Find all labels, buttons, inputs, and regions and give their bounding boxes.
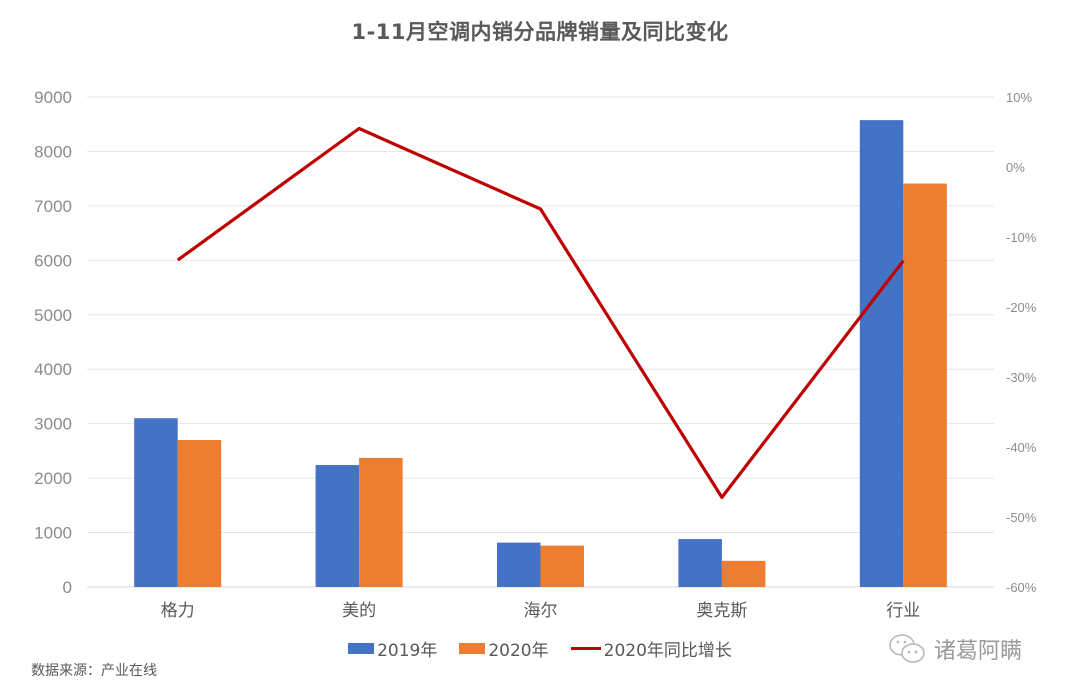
right-axis-tick: -40%: [1006, 440, 1037, 455]
chart-title: 1-11月空调内销分品牌销量及同比变化: [351, 20, 729, 44]
right-axis-tick: -30%: [1006, 370, 1037, 385]
x-axis: 格力 美的 海尔 奥克斯 行业: [161, 601, 921, 621]
left-axis-tick: 5000: [34, 306, 72, 325]
left-axis-tick: 2000: [34, 469, 72, 488]
bar-2020年[interactable]: [721, 560, 766, 587]
right-y-axis: 10% 0% -10% -20% -30% -40% -50% -60%: [1006, 90, 1037, 595]
bar-2020年[interactable]: [177, 440, 222, 587]
watermark: 诸葛阿瞒: [888, 632, 1022, 666]
bar-2019年[interactable]: [497, 542, 541, 587]
left-axis-tick: 4000: [34, 360, 72, 379]
legend-label: 2020年同比增长: [603, 641, 732, 661]
bar-2019年[interactable]: [134, 418, 178, 587]
legend-swatch-2019: [348, 643, 375, 654]
legend: 2019年 2020年 2020年同比增长: [0, 636, 1080, 661]
right-axis-tick: 10%: [1006, 90, 1032, 105]
category-label: 奥克斯: [696, 601, 747, 621]
right-axis-tick: -20%: [1006, 300, 1037, 315]
growth-line-series: [176, 126, 905, 499]
bar-2019年[interactable]: [859, 120, 904, 587]
right-axis-tick: -10%: [1006, 230, 1037, 245]
watermark-text: 诸葛阿瞒: [934, 639, 1023, 664]
gridlines: [87, 96, 994, 588]
wechat-icon: [889, 634, 925, 663]
right-axis-tick: -60%: [1006, 580, 1037, 595]
left-axis-tick: 0: [63, 578, 72, 597]
left-axis-tick: 1000: [34, 524, 72, 543]
bar-2019年[interactable]: [315, 465, 360, 587]
left-axis-tick: 8000: [34, 142, 72, 161]
left-y-axis: 0 1000 2000 3000 4000 5000 6000 7000 8000 9000: [34, 88, 72, 597]
right-axis-tick: -50%: [1006, 510, 1037, 525]
legend-label: 2019年: [377, 641, 438, 661]
legend-item-2019[interactable]: 2019年: [348, 636, 437, 661]
data-source-note: 数据来源：产业在线: [31, 663, 157, 679]
category-label: 格力: [161, 601, 195, 621]
category-label: 行业: [886, 601, 920, 621]
legend-swatch-2020: [459, 643, 486, 654]
category-label: 海尔: [524, 601, 558, 621]
bar-series: [134, 120, 947, 588]
left-axis-tick: 9000: [34, 88, 72, 107]
bar-2019年[interactable]: [678, 539, 722, 587]
category-label: 美的: [342, 601, 376, 621]
legend-label: 2020年: [488, 641, 549, 661]
left-axis-tick: 7000: [34, 197, 72, 216]
growth-line[interactable]: [176, 126, 905, 499]
bar-2020年[interactable]: [540, 545, 585, 587]
legend-swatch-growth: [570, 647, 601, 650]
bar-2020年[interactable]: [359, 457, 403, 587]
right-axis-tick: 0%: [1006, 160, 1025, 175]
left-axis-tick: 6000: [34, 251, 72, 270]
bar-2020年[interactable]: [903, 183, 947, 588]
left-axis-tick: 3000: [34, 415, 72, 434]
legend-item-2020[interactable]: 2020年: [459, 636, 549, 661]
legend-item-growth[interactable]: 2020年同比增长: [570, 636, 732, 661]
